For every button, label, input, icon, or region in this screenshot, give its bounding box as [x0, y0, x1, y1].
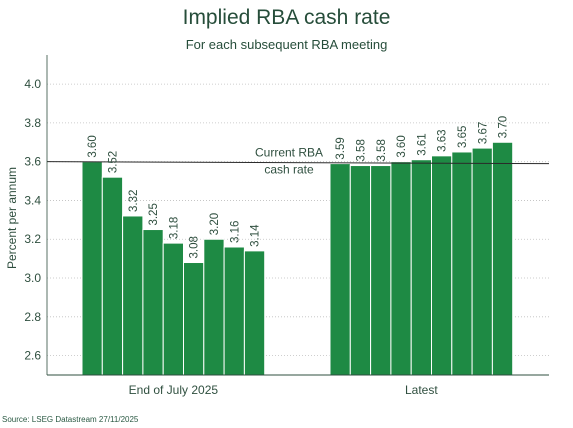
bar-value-label: 3.14 — [250, 224, 262, 247]
y-axis-title: Percent per annum — [5, 167, 19, 269]
reference-line — [46, 161, 550, 165]
x-category-label: End of July 2025 — [129, 383, 219, 397]
bar-value-label: 3.67 — [477, 122, 489, 144]
axes: 2.6 2.8 3.0 3.2 3.4 3.6 3.8 4.0 Percent per annu… — [5, 55, 549, 397]
bar — [142, 229, 164, 376]
reference-line-group: Current RBA cash rate — [46, 146, 550, 177]
bar — [431, 155, 453, 376]
bar-value-label: 3.63 — [437, 129, 449, 151]
bar-value-label: 3.52 — [107, 151, 119, 173]
bar-value-label: 3.08 — [189, 236, 201, 258]
bar — [370, 165, 392, 376]
bar — [410, 159, 433, 376]
reference-line-label: Current RBA — [255, 146, 323, 160]
bar-value-label: 3.58 — [355, 139, 367, 161]
bar — [390, 161, 412, 376]
source-note: Source: LSEG Datastream 27/11/2025 — [2, 415, 139, 424]
bar — [491, 141, 514, 376]
y-tick-label: 3.6 — [24, 155, 41, 169]
bar — [122, 215, 144, 376]
bar — [183, 262, 205, 376]
bar-value-label: 3.59 — [335, 137, 347, 159]
y-tick-label: 3.2 — [24, 232, 41, 246]
bar-value-label: 3.70 — [498, 116, 510, 138]
bar — [471, 147, 493, 376]
bar-value-label: 3.61 — [416, 133, 428, 155]
y-tick-label: 2.6 — [24, 349, 41, 363]
y-tick-label: 4.0 — [24, 77, 41, 91]
bars — [81, 141, 514, 376]
chart-title: Implied RBA cash rate — [182, 6, 391, 29]
y-tick-label: 3.0 — [24, 271, 41, 285]
bar-value-label: 3.16 — [229, 221, 241, 243]
bar-value-label: 3.65 — [457, 126, 469, 148]
bar — [162, 242, 184, 376]
bar-value-label: 3.60 — [87, 135, 99, 157]
bar-value-label: 3.60 — [396, 135, 408, 157]
bar — [451, 151, 473, 376]
bar — [243, 250, 266, 376]
value-labels: 3.60 3.52 3.32 3.25 3.18 3.08 3.20 3.16 3.14 3.59… — [87, 116, 509, 259]
bar — [349, 165, 372, 376]
bar — [81, 161, 103, 376]
bar-value-label: 3.20 — [209, 213, 221, 235]
chart-subtitle: For each subsequent RBA meeting — [185, 37, 388, 52]
bar-value-label: 3.18 — [168, 217, 180, 239]
bar-value-label: 3.32 — [128, 190, 140, 212]
reference-line-label: cash rate — [264, 163, 314, 177]
bar-value-label: 3.58 — [376, 139, 388, 161]
y-tick-label: 3.8 — [24, 116, 41, 130]
bar — [329, 163, 351, 376]
x-category-label: Latest — [405, 383, 438, 397]
bar — [101, 176, 124, 376]
bar — [203, 238, 225, 376]
bar-value-label: 3.25 — [148, 203, 160, 225]
y-tick-label: 2.8 — [24, 310, 41, 324]
bar — [223, 246, 245, 376]
y-tick-label: 3.4 — [24, 193, 41, 207]
